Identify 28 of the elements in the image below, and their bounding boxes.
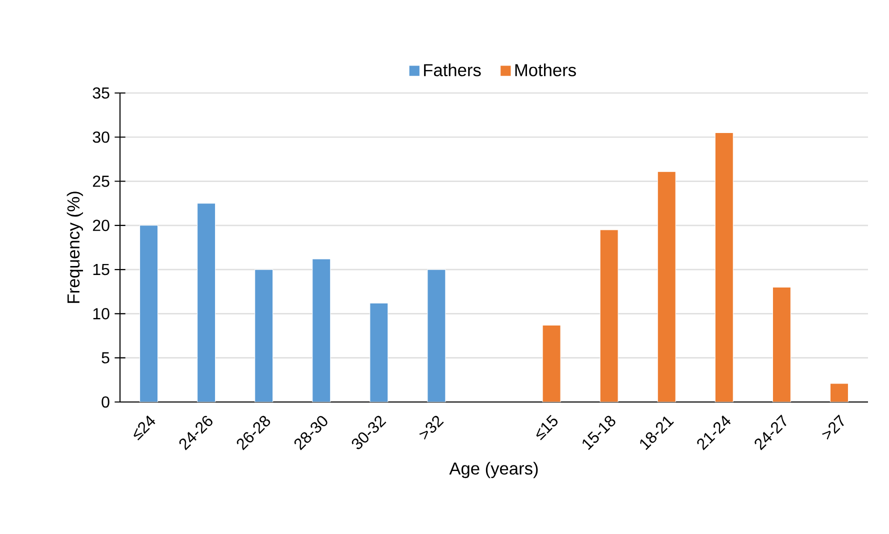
bar (714, 132, 734, 402)
x-tick-label: >27 (822, 414, 844, 440)
y-tick-label: 30 (92, 131, 110, 143)
bar (830, 383, 849, 402)
bar (427, 269, 446, 402)
y-tick-label: 35 (92, 87, 110, 99)
y-tick-label: 15 (93, 264, 110, 276)
x-axis-title: Age (years) (449, 462, 538, 478)
bar (312, 258, 331, 402)
bar (772, 286, 791, 402)
x-tick-label: >32 (419, 416, 444, 440)
y-tick-label: 10 (93, 308, 110, 320)
bar (140, 225, 158, 402)
bar (600, 230, 618, 402)
bar (542, 324, 561, 402)
bar (370, 302, 388, 402)
y-tick-label: 25 (92, 176, 110, 187)
y-tick-label: 20 (92, 220, 110, 232)
x-tick-label: ≤24 (134, 416, 156, 440)
y-tick-label: 0 (102, 396, 110, 408)
y-tick-label: 5 (102, 352, 110, 364)
bar (254, 269, 274, 402)
bar (197, 203, 216, 402)
legend-label: Mothers (515, 64, 576, 76)
x-tick-label: ≤15 (536, 414, 558, 440)
bar (657, 171, 676, 402)
legend-label: Fathers (424, 64, 481, 76)
y-axis-title: Frequency (%) (66, 192, 84, 303)
